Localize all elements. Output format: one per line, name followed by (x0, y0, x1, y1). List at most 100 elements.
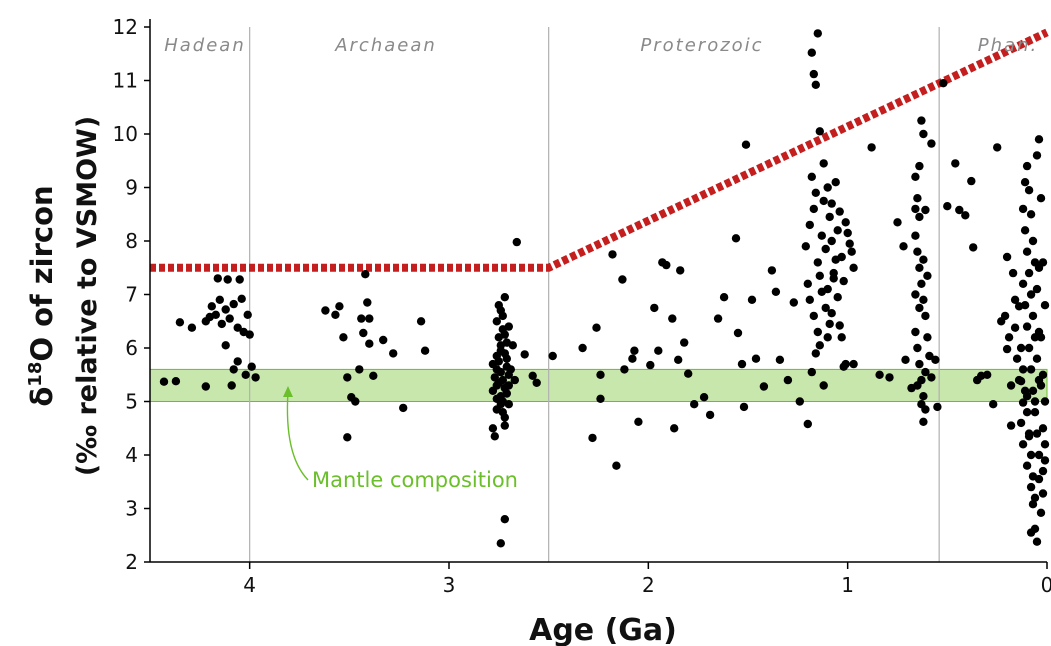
data-point (1032, 284, 1042, 294)
data-point (223, 275, 232, 284)
data-point (827, 236, 836, 246)
data-point (911, 172, 920, 181)
data-point (674, 355, 683, 364)
data-point (159, 377, 169, 386)
data-point (365, 314, 374, 323)
data-point (1016, 343, 1026, 353)
data-point (713, 314, 723, 323)
data-point (837, 333, 846, 342)
data-point (1018, 365, 1028, 374)
data-point (1018, 279, 1028, 288)
data-point (628, 354, 637, 363)
data-point (201, 382, 210, 391)
data-point (829, 274, 838, 283)
data-point (925, 351, 934, 361)
upper-limit-layer (150, 28, 1049, 272)
data-point (588, 433, 597, 443)
data-point (221, 305, 230, 314)
data-point (500, 349, 509, 358)
y-tick-label: 7 (125, 283, 138, 307)
data-point (1012, 354, 1022, 363)
data-point (596, 394, 605, 403)
data-point (733, 328, 743, 338)
data-point (731, 234, 741, 243)
y-axis-title-rest: O of zircon (25, 185, 59, 361)
data-point (225, 314, 234, 323)
data-point (841, 218, 850, 227)
data-point (1018, 398, 1028, 407)
data-point (813, 327, 822, 337)
data-point (849, 263, 858, 272)
data-point (500, 515, 509, 524)
data-point (233, 323, 242, 332)
data-point (923, 271, 932, 280)
data-point (496, 341, 505, 350)
data-point (343, 433, 352, 442)
data-point (233, 357, 242, 366)
data-point (355, 365, 364, 374)
data-point (919, 129, 928, 139)
data-point (915, 303, 924, 313)
data-point (967, 176, 976, 186)
data-point (532, 378, 541, 387)
data-point (399, 403, 408, 413)
data-point (805, 220, 814, 230)
data-point (1038, 466, 1048, 476)
x-tick-label: 2 (642, 573, 655, 597)
data-point (1036, 381, 1046, 390)
data-point (187, 323, 197, 332)
data-point (498, 408, 507, 417)
data-point (1024, 186, 1034, 195)
data-point (1036, 194, 1046, 203)
data-point (815, 127, 824, 136)
data-point (843, 228, 852, 238)
data-point (803, 279, 812, 288)
data-point (931, 355, 940, 364)
data-point (943, 202, 952, 211)
data-point (1008, 268, 1018, 278)
data-point (1038, 424, 1048, 433)
data-point (741, 140, 751, 149)
data-point (737, 359, 747, 369)
data-point (747, 295, 757, 304)
data-point (933, 402, 942, 412)
data-point (719, 293, 729, 302)
data-point (498, 325, 507, 334)
data-point (1022, 408, 1032, 417)
data-point (369, 371, 378, 380)
data-point (494, 378, 503, 387)
data-point (1028, 500, 1038, 509)
y-axis-title-delta: δ (25, 387, 59, 407)
data-point (502, 389, 511, 398)
data-point (229, 299, 238, 309)
data-point (1014, 375, 1024, 385)
data-point (901, 355, 910, 364)
data-point (807, 367, 816, 377)
mantle-arrow-line (286, 391, 309, 481)
data-point (815, 341, 824, 350)
data-point (1028, 472, 1038, 481)
data-point (1004, 333, 1014, 342)
data-point (243, 310, 252, 319)
y-tick-label: 8 (125, 229, 138, 253)
data-point (363, 298, 372, 307)
data-point (662, 260, 671, 270)
data-point (1002, 344, 1012, 354)
data-point (504, 400, 513, 409)
data-point (845, 239, 854, 248)
data-point (917, 116, 926, 125)
data-point (989, 400, 998, 409)
data-point (650, 303, 659, 313)
data-point (921, 205, 930, 215)
data-point (1034, 263, 1044, 272)
data-point (1022, 322, 1032, 331)
data-point (1032, 537, 1042, 546)
data-point (1006, 381, 1016, 390)
data-point (496, 306, 505, 315)
data-point (680, 338, 689, 347)
data-point (1024, 268, 1034, 278)
data-point (1026, 290, 1036, 299)
data-point (1026, 210, 1036, 219)
data-point (919, 255, 928, 264)
y-tick-label: 9 (125, 176, 138, 200)
